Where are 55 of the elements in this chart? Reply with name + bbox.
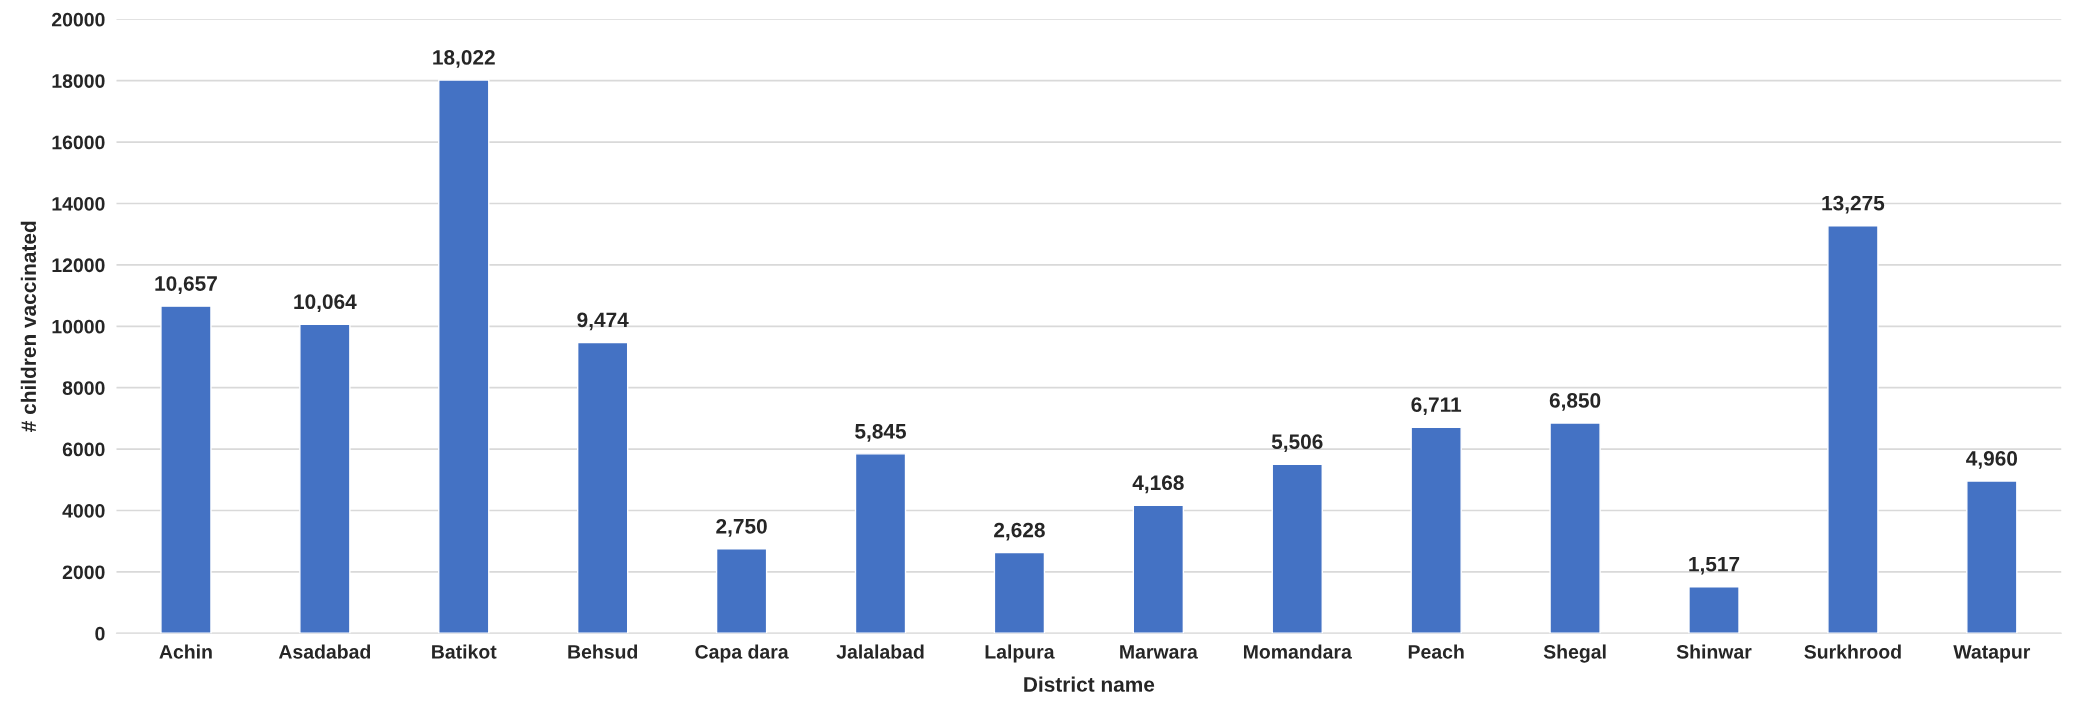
y-tick-label: 8000 xyxy=(62,381,105,395)
x-tick-label: Capa dara xyxy=(695,644,789,663)
x-tick-label: Shegal xyxy=(1543,644,1606,663)
x-tick-label: Shinwar xyxy=(1676,644,1752,659)
bar xyxy=(1271,463,1323,634)
data-label: 2,628 xyxy=(994,522,1045,541)
y-tick-label: 6000 xyxy=(62,442,105,457)
y-tick-label: 14000 xyxy=(52,196,105,211)
bar xyxy=(1688,586,1740,634)
data-label: 6,850 xyxy=(1549,393,1601,411)
bar xyxy=(993,551,1046,634)
y-tick-label: 10000 xyxy=(52,319,105,334)
x-tick-label: Jalalabad xyxy=(836,644,924,659)
x-tick-label: Peach xyxy=(1408,644,1464,659)
x-tick-label: Surkhrood xyxy=(1804,644,1901,659)
data-label: 18,022 xyxy=(433,50,495,68)
data-label: 2,750 xyxy=(716,518,767,537)
data-label: 5,845 xyxy=(855,423,906,442)
y-tick-label: 12000 xyxy=(52,258,105,273)
data-label: 9,474 xyxy=(577,312,629,331)
y-tick-label: 20000 xyxy=(51,12,105,27)
x-tick-label: Momandara xyxy=(1243,644,1352,659)
data-label: 6,711 xyxy=(1411,397,1462,416)
data-label: 5,506 xyxy=(1271,434,1323,453)
bar xyxy=(1410,426,1462,634)
x-tick-label: Asadabad xyxy=(278,644,371,659)
data-label: 10,657 xyxy=(155,276,217,294)
x-tick-label: Achin xyxy=(159,644,212,659)
bar xyxy=(1827,225,1879,634)
x-tick-label: Lalpura xyxy=(985,644,1055,663)
y-tick-label: 4000 xyxy=(62,503,105,518)
bar xyxy=(1132,504,1185,634)
data-label: 1,517 xyxy=(1689,556,1740,575)
data-label: 4,168 xyxy=(1132,475,1184,494)
bar xyxy=(715,548,768,634)
bar xyxy=(576,341,629,634)
bar xyxy=(1549,422,1601,634)
y-tick-label: 2000 xyxy=(62,565,105,580)
bar xyxy=(160,305,212,634)
y-tick-label: 0 xyxy=(95,626,105,641)
x-tick-label: Marwara xyxy=(1120,645,1198,659)
data-label: 13,275 xyxy=(1822,195,1885,214)
x-tick-label: Batikot xyxy=(432,644,497,659)
bar xyxy=(1966,480,2018,634)
y-axis-title: # children vaccinated xyxy=(20,221,37,432)
y-tick-label: 16000 xyxy=(52,135,105,150)
bar xyxy=(438,79,490,634)
x-tick-label: Behsud xyxy=(568,644,638,659)
bar xyxy=(299,323,351,634)
data-label: 4,960 xyxy=(1966,451,2018,469)
bar xyxy=(854,453,907,634)
y-tick-label: 18000 xyxy=(52,74,105,88)
x-tick-label: Watapur xyxy=(1953,645,2031,663)
x-axis-title: District name xyxy=(1024,676,1155,692)
data-label: 10,064 xyxy=(294,294,357,313)
